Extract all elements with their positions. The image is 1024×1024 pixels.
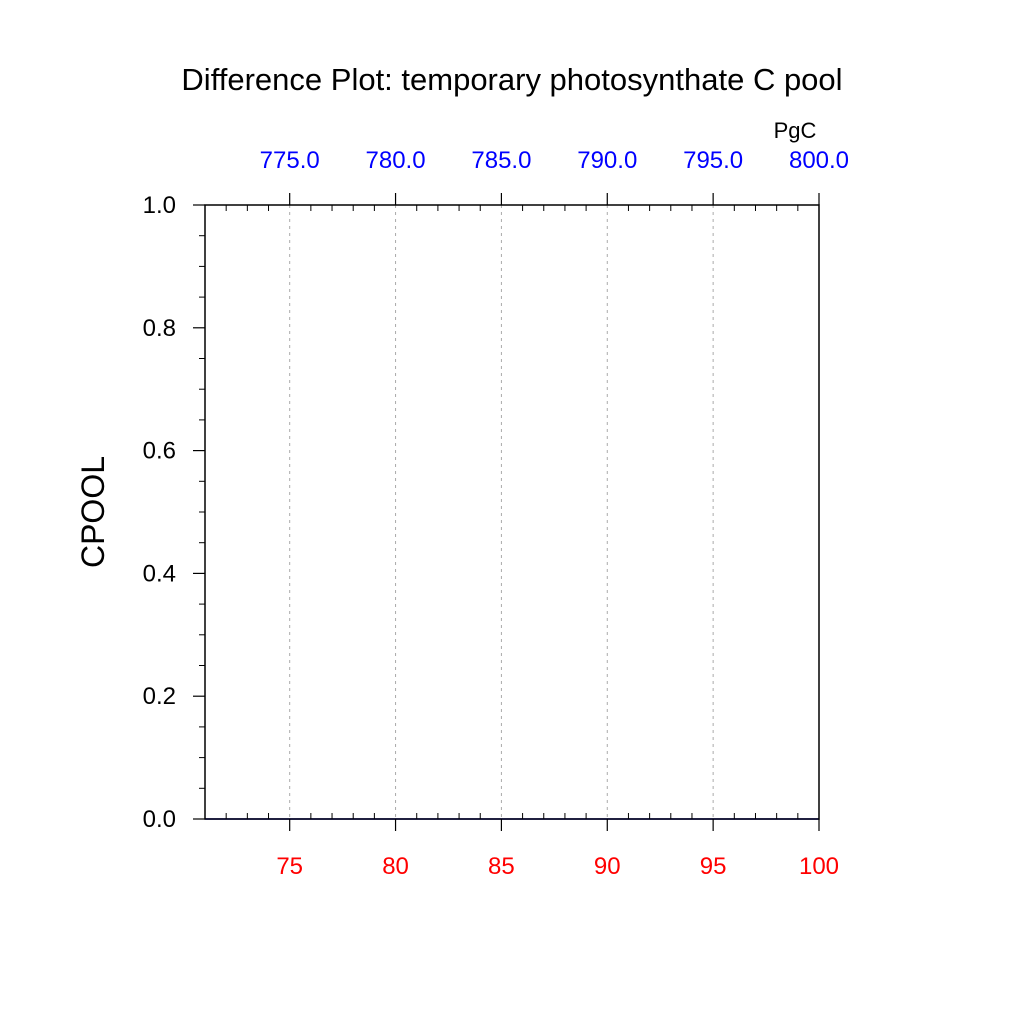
plot-frame: [204, 204, 820, 820]
top-tick-label: 775.0: [260, 147, 320, 174]
top-tick-label: 790.0: [577, 147, 637, 174]
x-tick-label: 90: [594, 853, 621, 880]
y-tick-label: 0.6: [143, 438, 176, 465]
top-tick-labels: 775.0 780.0 785.0 790.0 795.0 800.0: [260, 147, 849, 174]
x-tick-label: 85: [488, 853, 515, 880]
y-tick-label: 0.4: [143, 560, 176, 587]
top-tick-label: 800.0: [789, 147, 849, 174]
grid-lines: [289, 205, 714, 819]
x-tick-label: 100: [799, 853, 839, 880]
y-axis-label: CPOOL: [75, 456, 111, 568]
x-tick-label: 80: [382, 853, 409, 880]
y-tick-label: 0.0: [143, 806, 176, 833]
x-tick-label: 75: [276, 853, 303, 880]
chart-title: Difference Plot: temporary photosynthate…: [181, 62, 842, 97]
top-axis-units: PgC: [774, 118, 817, 143]
top-tick-label: 780.0: [366, 147, 426, 174]
y-tick-label: 0.2: [143, 683, 176, 710]
top-tick-label: 795.0: [683, 147, 743, 174]
bottom-tick-labels: 75 80 85 90 95 100: [276, 853, 839, 880]
axis-ticks: [193, 193, 820, 831]
y-tick-labels: 0.0 0.2 0.4 0.6 0.8 1.0: [143, 192, 176, 833]
y-tick-label: 1.0: [143, 192, 176, 219]
top-tick-label: 785.0: [471, 147, 531, 174]
x-tick-label: 95: [700, 853, 727, 880]
y-tick-label: 0.8: [143, 315, 176, 342]
